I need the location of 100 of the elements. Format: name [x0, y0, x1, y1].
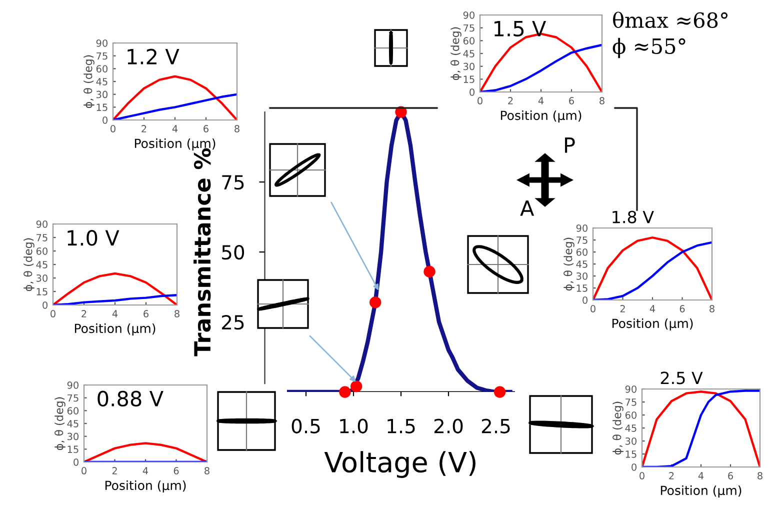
x-tick-label: 4: [172, 125, 178, 132]
chart-title: 2.5 V: [660, 372, 703, 384]
y-tick-label: 30: [36, 274, 48, 282]
y-tick-label: 60: [625, 411, 636, 419]
y-tick-label: 45: [463, 50, 474, 58]
y-tick-label: 15: [464, 76, 474, 83]
x-axis-title: Position (μm): [612, 318, 693, 331]
y-tick-label: 15: [96, 104, 108, 111]
x-tick-label: 2.0: [434, 418, 463, 434]
y-axis-title: ϕ, θ (deg): [564, 238, 574, 291]
y-tick-label: 75: [222, 175, 244, 190]
x-axis-title: Position (μm): [74, 323, 156, 336]
x-tick-label: 8: [204, 467, 210, 474]
x-axis-title: Position (μm): [660, 485, 742, 498]
x-tick-label: 0: [50, 310, 56, 318]
x-tick-label: 2: [669, 472, 674, 480]
y-tick-label: 45: [96, 78, 108, 86]
x-tick-label: 2: [142, 125, 146, 132]
chart-title: 1.8 V: [612, 210, 654, 224]
y-tick-label: 15: [626, 450, 636, 458]
y-tick-label: 30: [96, 90, 108, 98]
x-tick-label: 2: [112, 467, 117, 474]
x-tick-label: 4: [538, 97, 544, 104]
y-axis-title: ϕ, θ (deg): [24, 238, 34, 292]
y-tick-label: 90: [36, 220, 48, 228]
x-tick-label: 2: [508, 97, 513, 104]
y-tick-label: 60: [36, 247, 48, 255]
x-tick-label: 6: [144, 310, 148, 318]
x-tick-label: 2.5: [482, 418, 510, 434]
x-tick-label: 8: [234, 125, 240, 132]
x-tick-label: 4: [112, 310, 118, 318]
y-tick-label: 75: [626, 398, 636, 406]
chart-title: 1.2 V: [128, 48, 180, 64]
x-axis-title: Position (μm): [134, 138, 216, 151]
y-tick-label: 75: [576, 236, 588, 244]
y-tick-label: 50: [222, 244, 244, 260]
y-tick-label: 45: [36, 261, 48, 268]
x-tick-label: 0: [110, 125, 116, 132]
x-tick-label: 8: [174, 310, 180, 318]
x-tick-label: 6: [174, 467, 179, 474]
x-tick-label: 4: [142, 467, 148, 474]
x-tick-label: 0: [478, 97, 482, 104]
chart-title: 1.0 V: [68, 230, 120, 246]
y-tick-label: 0: [582, 296, 588, 304]
x-tick-label: 0: [640, 472, 644, 480]
text: P: [565, 138, 575, 153]
y-tick-label: 0: [102, 116, 108, 124]
x-tick-label: 6: [204, 125, 208, 132]
x-tick-label: 0.5: [292, 418, 320, 434]
y-tick-label: 15: [576, 284, 588, 292]
y-tick-label: 90: [463, 11, 474, 19]
x-tick-label: 4: [698, 472, 704, 480]
point: [370, 296, 382, 308]
y-tick-label: 60: [463, 37, 474, 44]
y-tick-label: 25: [222, 314, 244, 330]
y-tick-label: 45: [67, 420, 78, 428]
y-axis-title: Transmittance %: [194, 148, 211, 356]
x-tick-label: 0: [82, 467, 86, 474]
x-tick-label: 6: [569, 97, 574, 104]
y-tick-label: 75: [464, 24, 474, 32]
x-tick-label: 6: [680, 305, 685, 312]
x-tick-label: 1.5: [388, 418, 415, 434]
point: [494, 386, 506, 398]
x-tick-label: 2: [82, 310, 86, 318]
y-tick-label: 60: [576, 248, 588, 256]
y-tick-label: 75: [36, 234, 48, 242]
text: ϕ ≈55°: [612, 38, 686, 58]
text: θmax ≈68°: [613, 12, 728, 28]
x-tick-label: 2: [620, 305, 625, 312]
y-tick-label: 30: [464, 62, 474, 70]
x-axis-title: Position (μm): [105, 480, 186, 493]
x-tick-label: 1.0: [340, 418, 368, 434]
y-axis-title: ϕ, θ (deg): [612, 402, 624, 455]
y-tick-label: 45: [625, 424, 636, 432]
y-tick-label: 75: [96, 52, 108, 60]
y-tick-label: 0: [74, 458, 78, 466]
chart-title: 1.5 V: [494, 21, 546, 37]
y-tick-label: 15: [68, 446, 78, 453]
x-tick-label: 8: [710, 305, 714, 312]
y-axis-title: ϕ, θ (deg): [450, 27, 462, 80]
y-tick-label: 90: [96, 39, 108, 47]
point: [350, 380, 362, 392]
y-tick-label: 45: [576, 260, 588, 268]
x-tick-label: 0: [590, 305, 596, 312]
y-tick-label: 60: [67, 407, 78, 414]
x-tick-label: 8: [600, 97, 604, 104]
x-tick-label: 8: [758, 472, 762, 480]
point: [339, 386, 351, 398]
x-tick-label: 6: [728, 472, 733, 480]
y-tick-label: 90: [576, 224, 588, 232]
x-tick-label: 4: [650, 305, 656, 312]
x-axis-title: Position (μm): [500, 110, 582, 123]
y-tick-label: 15: [36, 288, 48, 296]
y-axis-title: ϕ, θ (deg): [84, 55, 94, 108]
y-tick-label: 30: [576, 272, 588, 280]
y-tick-label: 0: [470, 88, 474, 96]
chart-title: 0.88 V: [98, 390, 164, 407]
y-tick-label: 60: [96, 65, 108, 72]
x-axis-title: Voltage (V): [324, 451, 476, 478]
y-axis-title: ϕ, θ (deg): [54, 397, 66, 450]
